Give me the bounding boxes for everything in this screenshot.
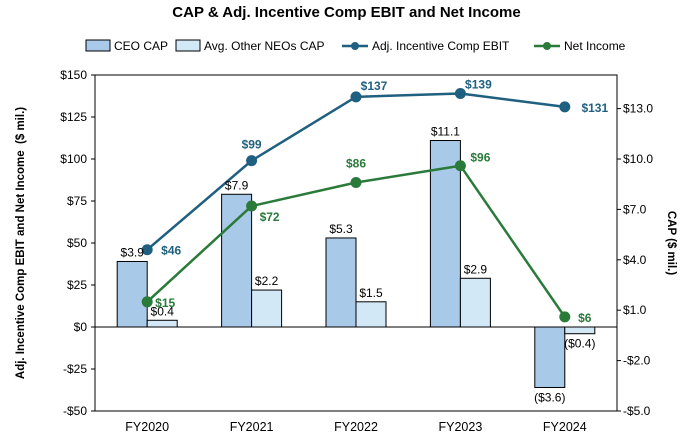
category-label: FY2020 <box>125 420 169 434</box>
legend-swatch <box>85 39 111 52</box>
right-tick-label: $10.0 <box>623 152 653 166</box>
bar-neo-cap <box>459 277 491 328</box>
net-income-value-label: $86 <box>346 157 366 171</box>
legend-marker <box>351 42 359 50</box>
right-tick-label: $13.0 <box>623 102 653 116</box>
bar-value-label: $1.5 <box>359 286 383 300</box>
right-tick-label: $4.0 <box>623 253 647 267</box>
ebit-point <box>350 91 362 103</box>
bar-value-label: $5.3 <box>329 222 353 236</box>
net-income-value-label: $72 <box>260 210 280 224</box>
left-tick-label: $100 <box>60 152 87 166</box>
ebit-value-label: $46 <box>161 244 181 258</box>
bar-value-label: $2.2 <box>255 274 279 288</box>
net-income-value-label: $6 <box>578 311 592 325</box>
bar-ceo-cap <box>534 326 566 388</box>
net-income-point <box>454 160 466 172</box>
legend-label: Net Income <box>564 39 626 53</box>
bar-neo-cap <box>251 289 283 328</box>
right-axis-title: CAP ($ mil.) <box>665 211 677 275</box>
right-tick-label: $1.0 <box>623 303 647 317</box>
bar-neo-cap <box>355 301 387 328</box>
left-tick-label: $50 <box>67 236 87 250</box>
net-income-value-label: $15 <box>155 296 175 310</box>
bar-ceo-cap <box>116 260 148 328</box>
ebit-point <box>559 101 571 113</box>
left-tick-label: $0 <box>74 320 88 334</box>
ebit-value-label: $99 <box>242 138 262 152</box>
bar-value-label: $3.9 <box>121 245 145 259</box>
bar-value-label: ($0.4) <box>564 337 595 351</box>
ebit-point <box>454 87 466 99</box>
left-tick-label: -$50 <box>63 404 87 418</box>
axes: $150 $125 $100 $75 $50 $25 $0 -$25 -$50 $13.0 $10.… <box>15 68 677 434</box>
legend-marker <box>543 42 551 50</box>
category-label: FY2024 <box>543 420 587 434</box>
right-tick-label: -$2.0 <box>623 354 651 368</box>
ebit-value-label: $139 <box>465 77 492 91</box>
left-tick-label: $75 <box>67 194 87 208</box>
bar-neo-cap <box>564 326 596 335</box>
bar-value-label: ($3.6) <box>534 390 565 404</box>
left-axis-title: Adj. Incentive Comp EBIT and Net Income … <box>15 107 27 379</box>
net-income-point <box>559 311 571 323</box>
category-label: FY2023 <box>439 420 483 434</box>
legend-swatch <box>175 39 201 52</box>
data-labels: $3.9 $7.9 $5.3 $11.1 ($3.6) $0.4 $2.2 $1.5 $2.9 (… <box>121 77 609 404</box>
category-label: FY2021 <box>230 420 274 434</box>
legend-label: Avg. Other NEOs CAP <box>204 39 325 53</box>
bar-value-label: $7.9 <box>225 178 249 192</box>
bar-neo-cap <box>146 319 178 328</box>
left-tick-label: $25 <box>67 278 87 292</box>
net-income-point <box>350 177 362 189</box>
bar-value-label: $11.1 <box>431 125 460 139</box>
bar-value-label: $0.4 <box>151 304 175 318</box>
net-income-value-label: $96 <box>470 151 490 165</box>
left-tick-label: $125 <box>60 110 87 124</box>
chart-title: CAP & Adj. Incentive Comp EBIT and Net I… <box>172 4 521 21</box>
legend: CEO CAP Avg. Other NEOs CAP Adj. Incentive… <box>85 39 626 53</box>
bar-value-label: $2.9 <box>464 262 488 276</box>
bar-ceo-cap <box>429 140 461 328</box>
net-income-point <box>246 200 258 212</box>
legend-label: Adj. Incentive Comp EBIT <box>372 39 510 53</box>
right-tick-label: $7.0 <box>623 202 647 216</box>
left-tick-label: -$25 <box>63 362 87 376</box>
category-label: FY2022 <box>334 420 378 434</box>
ebit-value-label: $137 <box>361 79 388 93</box>
lines <box>141 87 571 323</box>
bars <box>116 140 596 388</box>
bar-ceo-cap <box>221 193 253 328</box>
ebit-value-label: $131 <box>581 101 608 115</box>
ebit-point <box>246 155 258 167</box>
net-income-point <box>141 296 153 308</box>
right-tick-label: -$5.0 <box>623 404 651 418</box>
ebit-point <box>141 244 153 256</box>
left-tick-label: $150 <box>60 68 87 82</box>
bar-ceo-cap <box>325 237 357 328</box>
legend-label: CEO CAP <box>114 39 168 53</box>
